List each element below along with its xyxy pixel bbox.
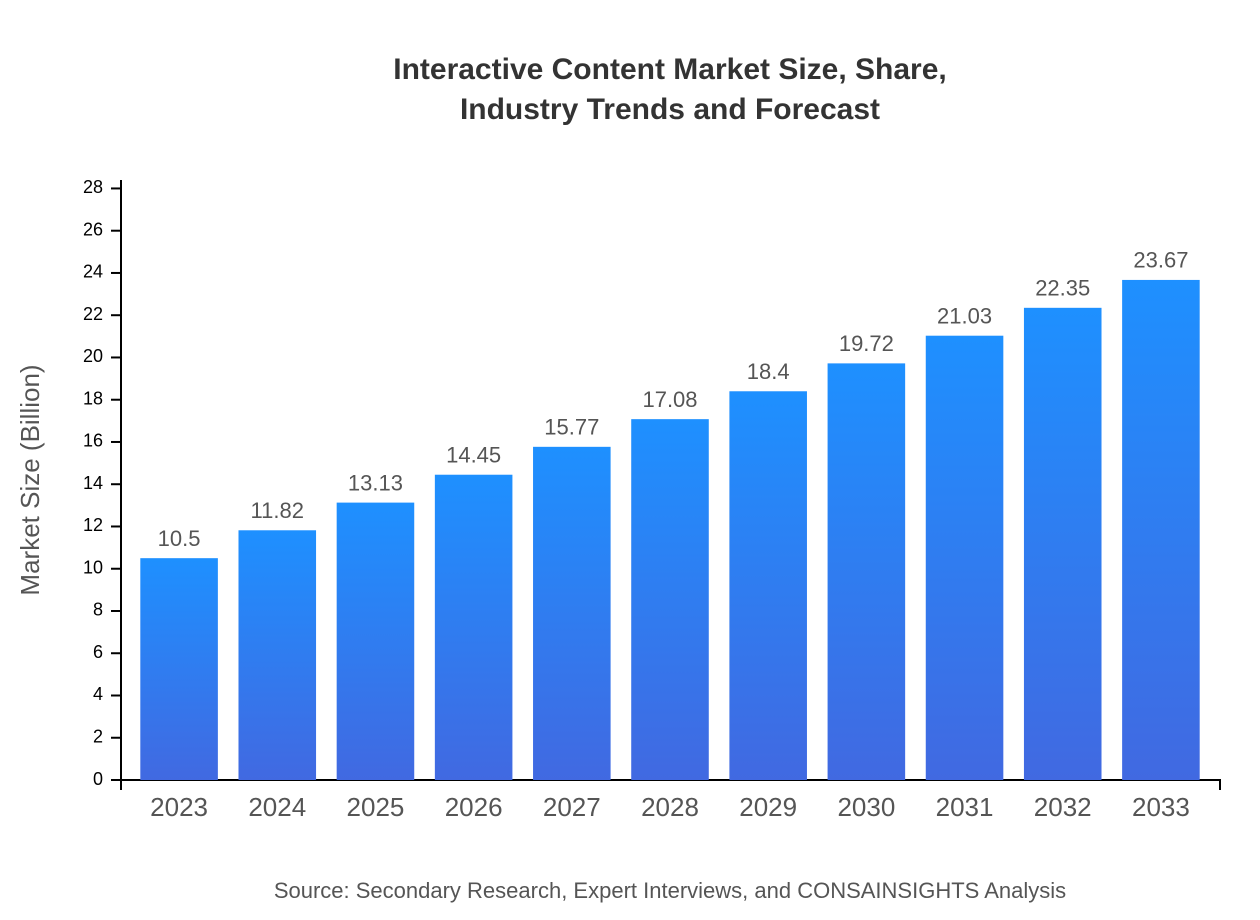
- x-tick-label: 2033: [1132, 792, 1190, 822]
- x-tick-label: 2027: [543, 792, 601, 822]
- y-tick-label: 2: [93, 726, 103, 746]
- y-tick-label: 24: [83, 262, 103, 282]
- bar: [434, 474, 513, 780]
- y-tick-label: 22: [83, 304, 103, 324]
- value-label: 14.45: [446, 443, 501, 468]
- y-tick-label: 10: [83, 557, 103, 577]
- bar: [827, 363, 906, 780]
- value-label: 13.13: [348, 470, 403, 495]
- y-tick-label: 0: [93, 769, 103, 789]
- value-label: 11.82: [251, 498, 304, 523]
- y-tick-label: 16: [83, 431, 103, 451]
- x-tick-label: 2032: [1034, 792, 1092, 822]
- value-label: 22.35: [1035, 276, 1090, 301]
- y-tick-label: 8: [93, 600, 103, 620]
- chart-title: Interactive Content Market Size, Share, …: [393, 53, 947, 126]
- y-tick-label: 28: [83, 177, 103, 197]
- x-tick-label: 2024: [248, 792, 306, 822]
- bar: [140, 558, 218, 780]
- value-label: 10.5: [158, 526, 201, 551]
- x-tick-label: 2026: [445, 792, 503, 822]
- x-tick-label: 2029: [739, 792, 797, 822]
- bar: [533, 446, 611, 780]
- x-tick-label: 2031: [936, 792, 994, 822]
- value-label: 23.67: [1133, 248, 1188, 273]
- bar: [729, 391, 807, 780]
- y-tick-label: 14: [83, 473, 103, 493]
- y-axis-label: Market Size (Billion): [15, 364, 45, 595]
- y-tick-label: 26: [83, 219, 103, 239]
- y-tick-label: 20: [83, 346, 103, 366]
- x-tick-label: 2030: [837, 792, 895, 822]
- bar: [1023, 307, 1102, 780]
- value-label: 17.08: [642, 387, 697, 412]
- x-tick-label: 2025: [347, 792, 405, 822]
- bar: [925, 335, 1004, 780]
- bar: [631, 419, 709, 780]
- x-tick-label: 2028: [641, 792, 699, 822]
- bar: [336, 502, 415, 780]
- value-label: 21.03: [937, 304, 992, 329]
- value-label: 19.72: [839, 331, 894, 356]
- value-label: 18.4: [747, 359, 790, 384]
- value-label: 15.77: [544, 415, 599, 440]
- y-tick-label: 12: [83, 515, 103, 535]
- source: Source: Secondary Research, Expert Inter…: [274, 878, 1066, 903]
- x-tick-label: 2023: [150, 792, 208, 822]
- bar: [1122, 279, 1200, 780]
- y-tick-label: 6: [93, 642, 103, 662]
- y-tick-label: 18: [83, 388, 103, 408]
- bar: [238, 530, 317, 780]
- y-tick-label: 4: [93, 684, 103, 704]
